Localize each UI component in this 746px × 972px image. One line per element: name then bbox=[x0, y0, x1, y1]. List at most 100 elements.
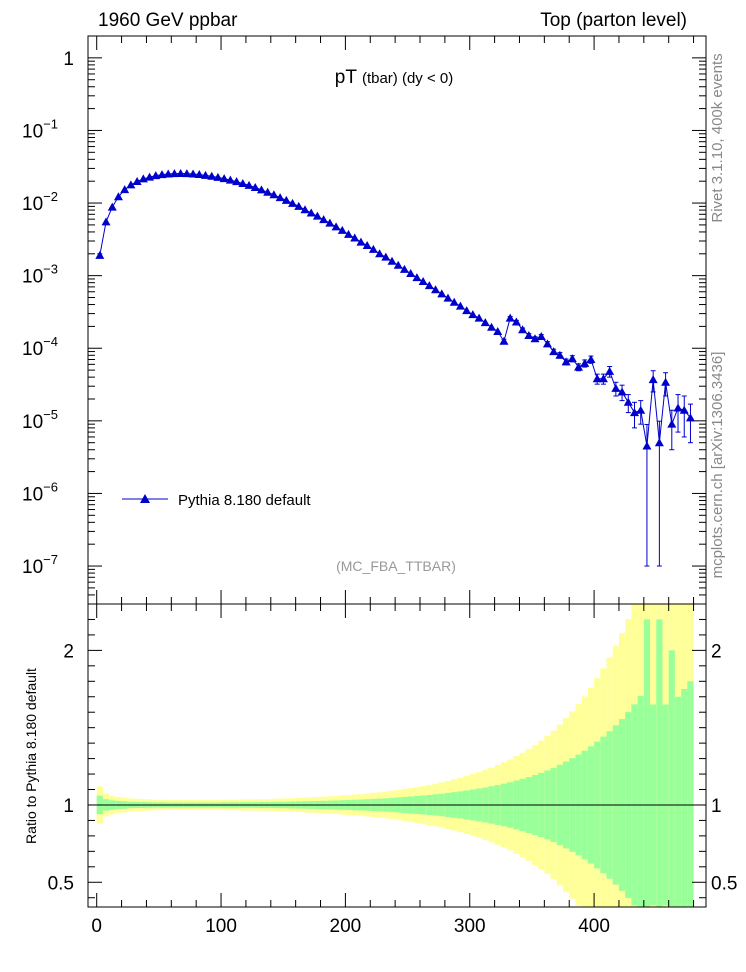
data-point bbox=[113, 192, 123, 201]
data-point bbox=[381, 252, 391, 261]
data-point bbox=[480, 318, 490, 327]
main-title-pt: pT bbox=[335, 67, 358, 88]
ratio-ylabel: Ratio to Pythia 8.180 default bbox=[23, 668, 39, 844]
data-point bbox=[201, 170, 211, 179]
data-point bbox=[542, 339, 552, 348]
data-point bbox=[362, 241, 372, 250]
mcplots-label: mcplots.cern.ch [arXiv:1306.3436] bbox=[709, 352, 726, 579]
data-point bbox=[530, 334, 540, 343]
data-point bbox=[194, 170, 204, 179]
data-point bbox=[598, 374, 608, 383]
data-point bbox=[499, 336, 509, 345]
main-frame bbox=[87, 35, 707, 605]
data-point bbox=[443, 293, 453, 302]
data-point bbox=[319, 215, 329, 224]
data-point bbox=[163, 169, 173, 178]
data-point bbox=[431, 285, 441, 294]
ratio-inner-band bbox=[637, 695, 644, 907]
data-point bbox=[350, 233, 360, 242]
data-point bbox=[169, 169, 179, 178]
data-point bbox=[412, 273, 422, 282]
x-tick-label: 100 bbox=[205, 916, 237, 937]
rivet-label: Rivet 3.1.10, 400k events bbox=[709, 53, 726, 222]
main-y-ticks: 1 10−1 10−2 10−3 10−4 10−5 10−6 10−7 bbox=[22, 49, 706, 605]
ratio-bands bbox=[96, 604, 694, 907]
x-tick-label: 400 bbox=[578, 916, 610, 937]
legend-label: Pythia 8.180 default bbox=[178, 492, 311, 509]
data-point bbox=[337, 225, 347, 234]
legend: Pythia 8.180 default bbox=[122, 492, 311, 509]
ratio-y-ticks: 0.5 0.5 1 1 2 2 bbox=[48, 618, 737, 899]
x-tick-label: 300 bbox=[454, 916, 486, 937]
ratio-inner-band bbox=[668, 650, 675, 907]
data-point bbox=[107, 202, 117, 211]
data-point bbox=[306, 208, 316, 217]
data-point bbox=[592, 374, 602, 383]
data-point bbox=[474, 313, 484, 322]
data-point bbox=[418, 277, 428, 286]
data-point bbox=[667, 419, 677, 428]
data-point bbox=[424, 281, 434, 290]
data-point bbox=[182, 169, 192, 178]
data-point bbox=[524, 330, 534, 339]
ratio-inner-band bbox=[681, 689, 688, 907]
header-left: 1960 GeV ppbar bbox=[98, 10, 238, 31]
data-point bbox=[95, 250, 105, 259]
data-point bbox=[580, 358, 590, 367]
data-point bbox=[642, 441, 652, 450]
watermark: (MC_FBA_TTBAR) bbox=[336, 558, 456, 574]
data-point bbox=[630, 408, 640, 417]
ratio-y-tick-label-right: 1 bbox=[711, 796, 722, 817]
ratio-y-tick-label: 0.5 bbox=[48, 873, 74, 894]
ratio-y-tick-label: 1 bbox=[63, 796, 74, 817]
data-point bbox=[294, 201, 304, 210]
main-y-tick-label: 1 bbox=[63, 49, 74, 70]
data-point bbox=[344, 229, 354, 238]
data-point bbox=[623, 397, 633, 406]
data-point bbox=[549, 347, 559, 356]
data-point bbox=[449, 297, 459, 306]
data-point bbox=[555, 350, 565, 359]
series-line bbox=[99, 173, 691, 447]
data-point bbox=[561, 357, 571, 366]
data-point bbox=[493, 327, 503, 336]
data-point bbox=[312, 211, 322, 220]
data-point bbox=[437, 289, 447, 298]
main-y-tick-label: 10−7 bbox=[22, 552, 58, 578]
ratio-inner-band bbox=[643, 619, 651, 907]
data-point bbox=[356, 237, 366, 246]
data-point bbox=[462, 306, 472, 315]
data-point bbox=[399, 264, 409, 273]
data-point bbox=[574, 362, 584, 371]
main-y-tick-label: 10−1 bbox=[22, 116, 58, 142]
data-point bbox=[151, 171, 161, 180]
main-title: pT (tbar) (dy < 0) bbox=[335, 67, 453, 88]
main-y-tick-label: 10−6 bbox=[22, 479, 58, 505]
data-point bbox=[250, 182, 260, 191]
data-point bbox=[368, 244, 378, 253]
x-tick-label: 200 bbox=[330, 916, 362, 937]
data-point bbox=[536, 332, 546, 341]
main-series bbox=[95, 169, 695, 567]
ratio-inner-band bbox=[656, 619, 663, 907]
data-point bbox=[263, 187, 273, 196]
data-point bbox=[219, 174, 229, 183]
main-x-ticks bbox=[96, 36, 695, 604]
data-point bbox=[511, 317, 521, 326]
ratio-frame bbox=[87, 603, 707, 908]
data-point bbox=[654, 438, 664, 447]
data-point bbox=[232, 177, 242, 186]
main-title-sub: (tbar) (dy < 0) bbox=[362, 70, 453, 87]
ratio-inner-band bbox=[687, 681, 694, 907]
ratio-x-ticks: 0 100 200 300 400 bbox=[91, 604, 695, 937]
data-point bbox=[567, 354, 577, 363]
main-y-tick-label: 10−5 bbox=[22, 407, 58, 433]
data-point bbox=[213, 172, 223, 181]
data-point bbox=[636, 405, 646, 414]
data-point bbox=[325, 218, 335, 227]
data-point bbox=[611, 383, 621, 392]
data-point bbox=[126, 180, 136, 189]
data-point bbox=[586, 354, 596, 363]
data-point bbox=[120, 185, 130, 194]
